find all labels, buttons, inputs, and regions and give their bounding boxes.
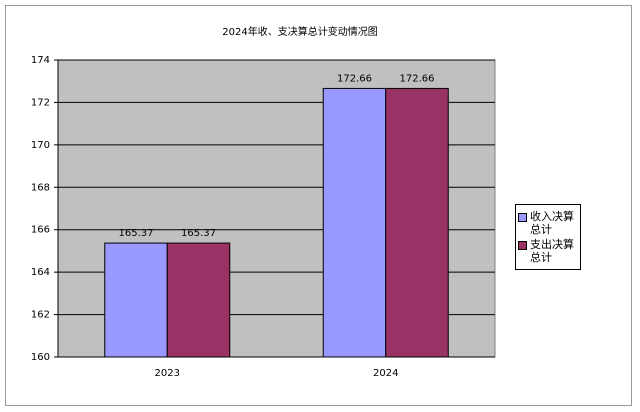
data-label: 172.66	[400, 73, 435, 84]
legend: 收入决算总计 支出决算总计	[515, 204, 581, 270]
bar	[322, 87, 387, 358]
legend-swatch	[518, 213, 527, 222]
y-tick-label: 174	[31, 55, 50, 66]
y-tick-label: 166	[31, 225, 50, 236]
y-tick-label: 160	[31, 352, 50, 363]
y-tick-label: 162	[31, 310, 50, 321]
bar	[385, 87, 449, 358]
y-tick-label: 168	[31, 182, 50, 193]
data-label: 165.37	[181, 228, 216, 239]
bar	[104, 242, 168, 358]
legend-item: 收入决算总计	[518, 210, 578, 236]
legend-item: 支出决算总计	[518, 238, 578, 264]
chart-title: 2024年收、支决算总计变动情况图	[222, 25, 377, 38]
data-label: 165.37	[119, 228, 154, 239]
legend-label: 支出决算总计	[530, 238, 574, 264]
y-tick-label: 170	[31, 140, 50, 151]
data-label: 172.66	[337, 73, 372, 84]
y-tick-label: 164	[31, 267, 50, 278]
legend-label: 收入决算总计	[530, 210, 574, 236]
y-tick-label: 172	[31, 97, 50, 108]
x-tick-label: 2023	[155, 368, 180, 379]
legend-swatch	[518, 241, 527, 250]
bar	[166, 242, 231, 358]
x-tick-label: 2024	[373, 368, 398, 379]
